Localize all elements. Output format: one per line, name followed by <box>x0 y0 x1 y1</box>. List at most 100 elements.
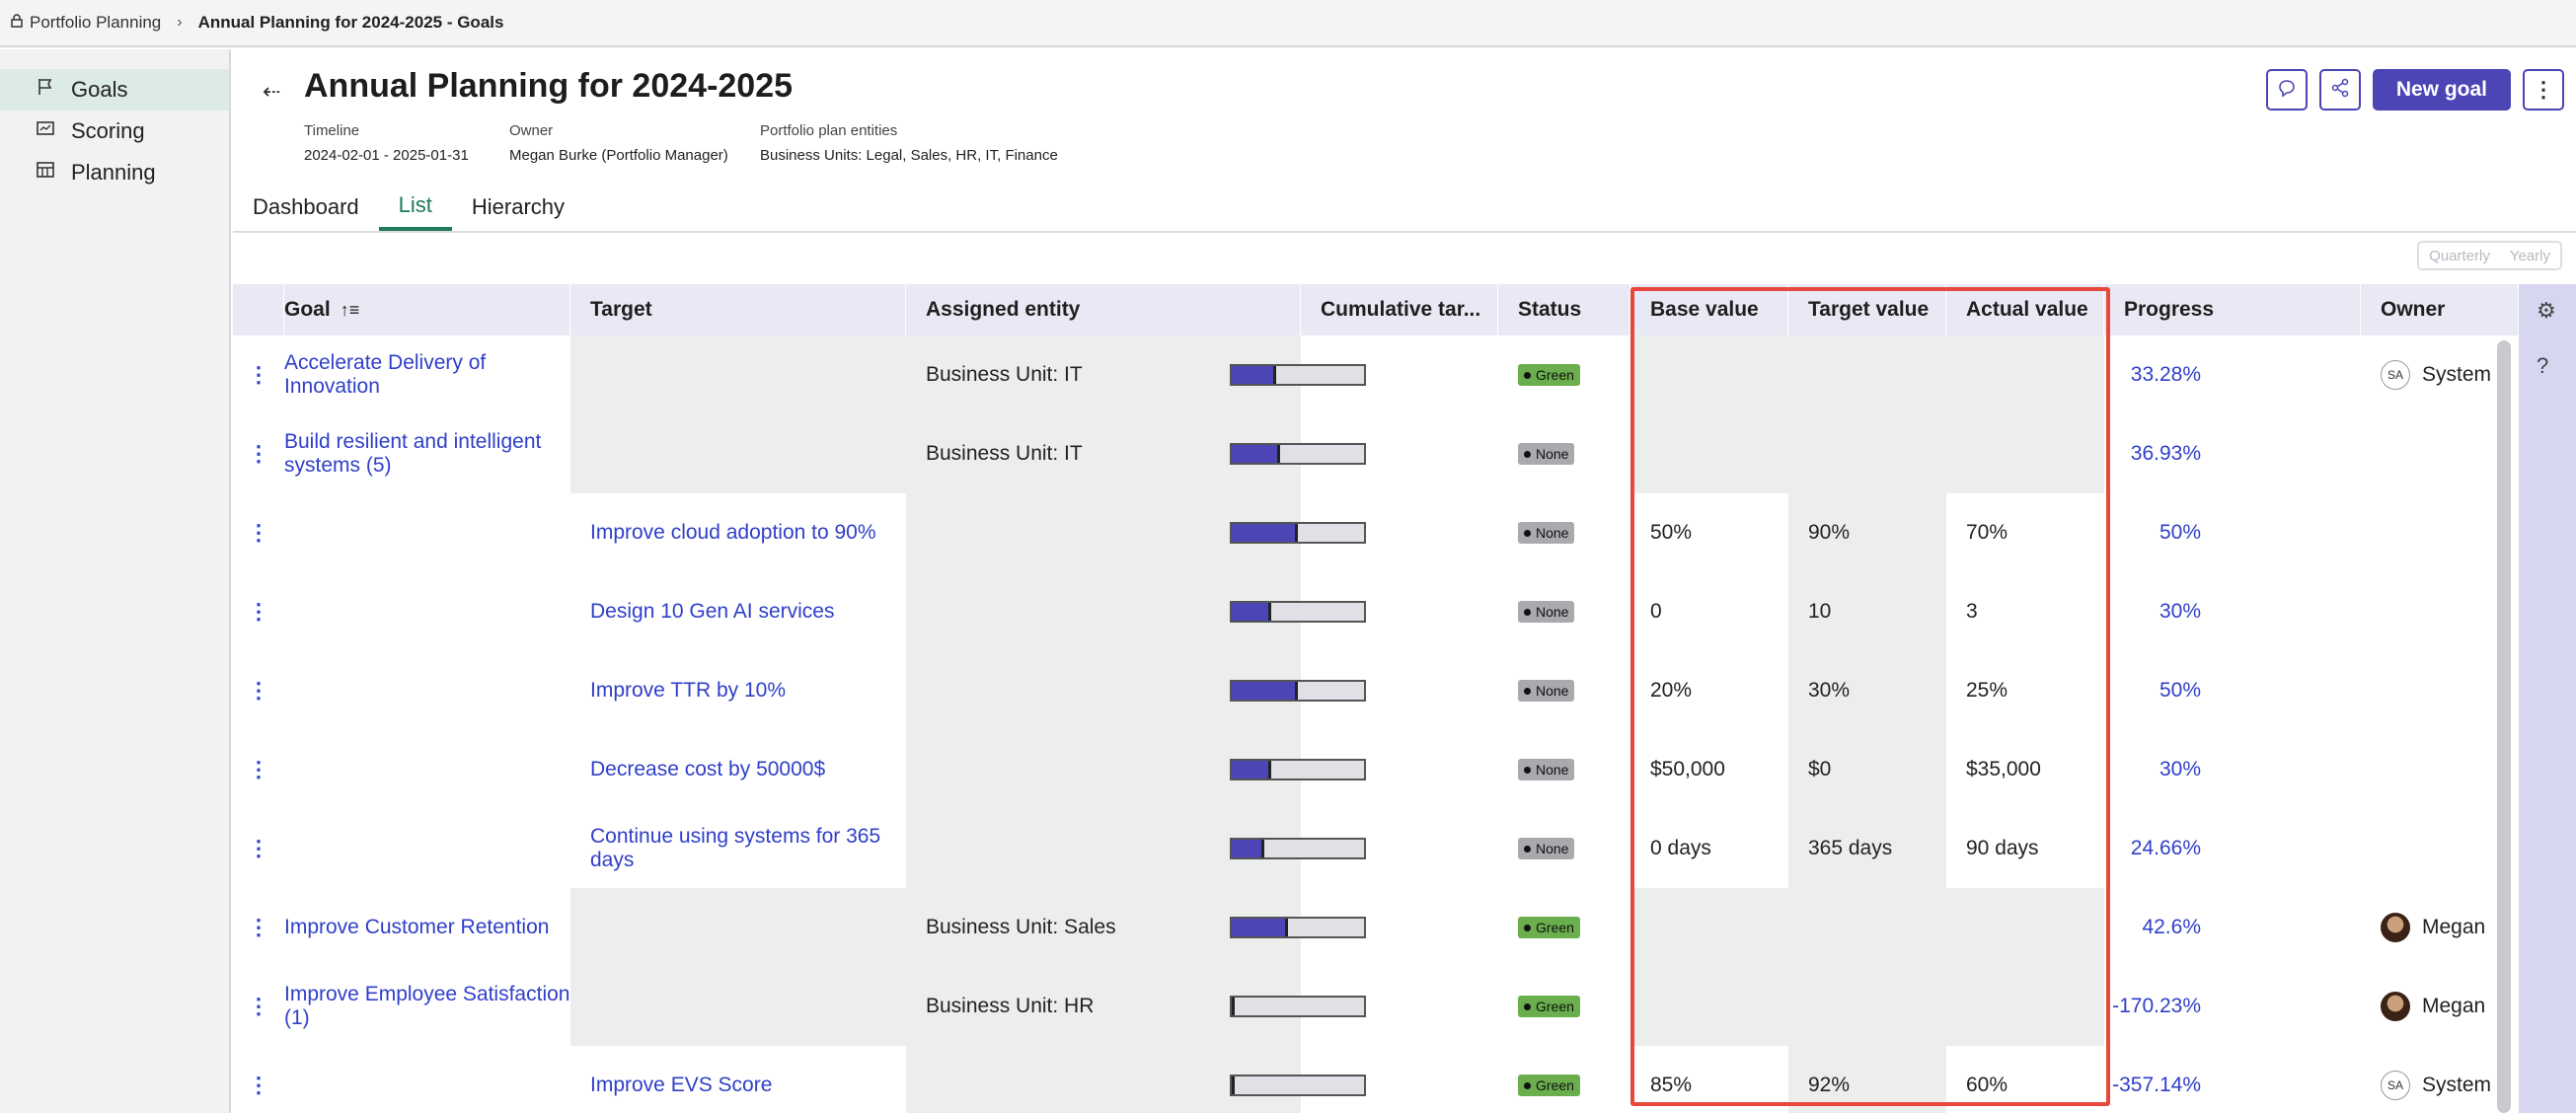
owner[interactable]: SA System <box>2381 1071 2491 1100</box>
owner[interactable]: Megan <box>2381 992 2485 1021</box>
goal-cell[interactable]: Improve Employee Satisfaction (1) <box>284 967 570 1046</box>
column-header-cumulative[interactable]: Cumulative tar... <box>1301 284 1498 335</box>
row-menu-icon[interactable]: ⋮ <box>248 836 269 860</box>
status-dot-icon <box>1524 766 1531 774</box>
target-cell-text[interactable]: Design 10 Gen AI services <box>590 600 835 623</box>
progress-text: -357.14% <box>2112 1074 2201 1096</box>
row-menu-icon[interactable]: ⋮ <box>248 757 269 781</box>
table-row[interactable]: ⋮Design 10 Gen AI servicesfalseNone01033… <box>233 572 2519 651</box>
tab-list[interactable]: List <box>378 184 452 231</box>
column-header-actual-value[interactable]: Actual value <box>1946 284 2104 335</box>
sidebar-item-goals[interactable]: Goals <box>0 69 229 111</box>
table-row[interactable]: ⋮Improve cloud adoption to 90%falseNone5… <box>233 493 2519 572</box>
table-row[interactable]: ⋮Continue using systems for 365 daysfals… <box>233 809 2519 888</box>
breadcrumb-home-label[interactable]: Portfolio Planning <box>30 13 162 32</box>
base-value-cell-text: $50,000 <box>1650 758 1725 780</box>
quarterly-option[interactable]: Quarterly <box>2429 247 2490 264</box>
comment-button[interactable] <box>2265 69 2308 111</box>
new-goal-button[interactable]: New goal <box>2372 69 2511 111</box>
entities-meta: Portfolio plan entities Business Units: … <box>760 122 1058 164</box>
table-row[interactable]: ⋮ Build resilient and intelligent systems… <box>233 414 2519 493</box>
collapse-panel-icon[interactable]: ⇠ <box>263 79 281 104</box>
tab-hierarchy[interactable]: Hierarchy <box>471 194 566 219</box>
progress-value: 42.6% <box>2104 888 2213 967</box>
owner[interactable]: SA System <box>2381 360 2491 390</box>
target-cell-text[interactable]: Improve cloud adoption to 90% <box>590 521 876 544</box>
column-header-owner[interactable]: Owner <box>2361 284 2519 335</box>
settings-icon[interactable]: ⚙ <box>2537 298 2556 323</box>
target-cell[interactable]: Improve cloud adoption to 90% <box>570 493 906 572</box>
table-row[interactable]: ⋮Decrease cost by 50000$falseNone$50,000… <box>233 730 2519 809</box>
owner[interactable]: Megan <box>2381 913 2485 942</box>
target-cell-text[interactable]: Improve EVS Score <box>590 1074 773 1096</box>
goal-cell[interactable]: Build resilient and intelligent systems … <box>284 414 570 493</box>
table-row[interactable]: ⋮ Improve Employee Satisfaction (1) Busine… <box>233 967 2519 1046</box>
table-row[interactable]: ⋮ Accelerate Delivery of Innovation Busine… <box>233 335 2519 414</box>
goal-cell-text[interactable]: Build resilient and intelligent systems … <box>284 430 542 477</box>
goal-cell-text[interactable]: Improve Employee Satisfaction (1) <box>284 983 570 1029</box>
status-dot-icon <box>1524 529 1531 537</box>
help-icon[interactable]: ? <box>2537 353 2549 378</box>
target-cell[interactable]: Design 10 Gen AI services <box>570 572 906 651</box>
goal-cell[interactable]: Accelerate Delivery of Innovation <box>284 335 570 414</box>
target-cell[interactable]: Decrease cost by 50000$ <box>570 730 906 809</box>
row-menu-icon[interactable]: ⋮ <box>248 520 269 545</box>
breadcrumb-home[interactable]: Portfolio Planning <box>10 13 161 33</box>
status-cell: Green <box>1498 335 1630 414</box>
status-label: Green <box>1536 999 1574 1014</box>
timeline-value: 2024-02-01 - 2025-01-31 <box>304 147 469 164</box>
yearly-option[interactable]: Yearly <box>2509 247 2550 264</box>
target-cell-text[interactable]: Improve TTR by 10% <box>590 679 787 702</box>
column-header-entity[interactable]: Assigned entity <box>906 284 1301 335</box>
target-cell[interactable]: Improve TTR by 10% <box>570 651 906 730</box>
goal-cell-text[interactable]: Improve Customer Retention <box>284 916 550 938</box>
more-options-button[interactable]: ⋮ <box>2523 69 2564 111</box>
goal-cell <box>284 493 570 572</box>
row-menu-icon[interactable]: ⋮ <box>248 362 269 387</box>
table-row[interactable]: ⋮ Improve Customer Retention Business Unit… <box>233 888 2519 967</box>
progress-bar <box>1230 996 1366 1017</box>
table-row[interactable]: ⋮Improve EVS ScorefalseGreen85%92%60%-35… <box>233 1046 2519 1113</box>
status-badge: Green <box>1518 1075 1580 1096</box>
table-row[interactable]: ⋮Improve TTR by 10%falseNone20%30%25%50% <box>233 651 2519 730</box>
owner-meta: Owner Megan Burke (Portfolio Manager) <box>509 122 728 164</box>
scrollbar[interactable] <box>2497 340 2511 1113</box>
tab-dashboard[interactable]: Dashboard <box>253 194 359 219</box>
progress-bar <box>1230 917 1366 938</box>
column-header-base-value[interactable]: Base value <box>1630 284 1788 335</box>
column-header-goal[interactable]: Goal ↑≡ <box>284 284 570 335</box>
status-badge: None <box>1518 680 1575 702</box>
sort-icon[interactable]: ↑≡ <box>340 299 360 320</box>
status-badge: None <box>1518 522 1575 544</box>
goal-cell-text[interactable]: Accelerate Delivery of Innovation <box>284 351 487 398</box>
owner-cell <box>2361 809 2519 888</box>
goal-cell[interactable]: Improve Customer Retention <box>284 888 570 967</box>
column-header-progress[interactable]: Progress <box>2104 284 2361 335</box>
column-header-target[interactable]: Target <box>570 284 906 335</box>
target-cell-text[interactable]: Decrease cost by 50000$ <box>590 758 826 780</box>
left-sidebar: Goals Scoring Planning <box>0 49 231 1113</box>
row-menu-icon[interactable]: ⋮ <box>248 599 269 624</box>
target-cell[interactable]: Continue using systems for 365 days <box>570 809 906 888</box>
sidebar-item-scoring[interactable]: Scoring <box>0 111 229 152</box>
row-menu-icon[interactable]: ⋮ <box>248 1073 269 1097</box>
target-cell-text[interactable]: Continue using systems for 365 days <box>590 825 881 871</box>
column-header-target-value[interactable]: Target value <box>1788 284 1946 335</box>
progress-bar-fill <box>1232 998 1235 1015</box>
row-menu-icon[interactable]: ⋮ <box>248 441 269 466</box>
sidebar-item-planning[interactable]: Planning <box>0 152 229 193</box>
row-menu-icon[interactable]: ⋮ <box>248 678 269 703</box>
status-label: Green <box>1536 920 1574 935</box>
column-header-status[interactable]: Status <box>1498 284 1630 335</box>
share-button[interactable] <box>2318 69 2361 111</box>
progress-bar <box>1230 680 1366 702</box>
progress-bar-fill <box>1232 524 1298 542</box>
actual-value-cell <box>1946 335 2104 414</box>
goal-cell <box>284 1046 570 1113</box>
base-value-cell <box>1630 335 1788 414</box>
header-actions: New goal ⋮ <box>2265 69 2564 111</box>
row-menu-icon[interactable]: ⋮ <box>248 994 269 1018</box>
row-menu-icon[interactable]: ⋮ <box>248 915 269 939</box>
target-cell[interactable]: Improve EVS Score <box>570 1046 906 1113</box>
progress-value: 24.66% <box>2104 809 2213 888</box>
